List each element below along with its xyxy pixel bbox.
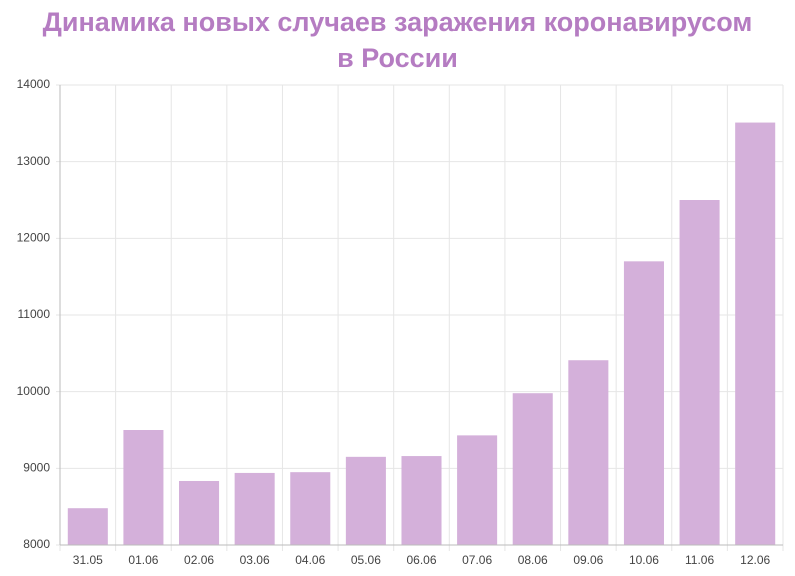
bar (568, 360, 609, 545)
x-tick-label: 08.06 (518, 553, 548, 567)
x-tick-label: 05.06 (351, 553, 381, 567)
bar (735, 122, 776, 546)
x-tick-label: 02.06 (184, 553, 214, 567)
bar (290, 472, 331, 545)
x-tick-label: 31.05 (73, 553, 103, 567)
y-tick-label: 14000 (17, 77, 51, 91)
y-tick-label: 13000 (17, 154, 51, 168)
x-tick-label: 07.06 (462, 553, 492, 567)
x-tick-label: 11.06 (685, 553, 714, 567)
y-tick-label: 8000 (23, 537, 50, 551)
bar (123, 430, 164, 545)
bar (623, 261, 664, 545)
bar (67, 508, 108, 545)
y-tick-label: 12000 (17, 231, 51, 245)
x-tick-label: 03.06 (240, 553, 270, 567)
y-tick-label: 10000 (17, 384, 51, 398)
bar (234, 472, 275, 545)
y-tick-label: 9000 (23, 461, 50, 475)
bar (512, 393, 553, 545)
bar (679, 200, 720, 545)
bar (401, 456, 442, 545)
chart-title: Динамика новых случаев заражения коронав… (42, 7, 753, 73)
bar (457, 435, 498, 545)
x-tick-label: 01.06 (128, 553, 158, 567)
x-tick-label: 04.06 (295, 553, 325, 567)
bar (179, 480, 220, 545)
bar (345, 456, 386, 545)
y-tick-label: 11000 (18, 307, 51, 321)
x-tick-label: 09.06 (573, 553, 603, 567)
x-tick-label: 06.06 (406, 553, 436, 567)
x-tick-label: 12.06 (740, 553, 770, 567)
x-tick-label: 10.06 (629, 553, 659, 567)
